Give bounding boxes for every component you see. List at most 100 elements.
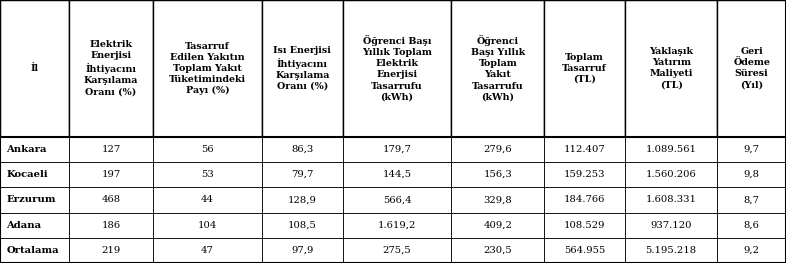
Bar [718,238,786,263]
Bar [262,137,343,162]
Text: 1.560.206: 1.560.206 [646,170,696,179]
Text: Tasarruf
Edilen Yakıtın
Toplam Yakıt
Tüketimindeki
Payı (%): Tasarruf Edilen Yakıtın Toplam Yakıt Tük… [169,42,246,95]
Text: 9,8: 9,8 [744,170,760,179]
Bar [68,238,153,263]
Text: 937.120: 937.120 [650,221,692,230]
Bar [153,187,262,213]
Text: Geri
Ödeme
Süresi
(Yıl): Geri Ödeme Süresi (Yıl) [733,47,770,90]
Text: 329,8: 329,8 [483,195,512,204]
Text: 566,4: 566,4 [383,195,411,204]
Text: 1.619,2: 1.619,2 [378,221,417,230]
Text: 108,5: 108,5 [288,221,317,230]
Bar [343,137,451,162]
Bar [68,187,153,213]
Bar [153,238,262,263]
Text: 108.529: 108.529 [564,221,605,230]
Text: Elektrik
Enerjisi
İhtiyacını
Karşılama
Oranı (%): Elektrik Enerjisi İhtiyacını Karşılama O… [83,40,138,97]
Text: 44: 44 [201,195,214,204]
Text: Erzurum: Erzurum [6,195,56,204]
Text: 144,5: 144,5 [383,170,412,179]
Bar [68,137,153,162]
Bar [153,0,262,137]
Text: 1.608.331: 1.608.331 [645,195,696,204]
Text: 409,2: 409,2 [483,221,512,230]
Bar [544,137,625,162]
Bar [343,238,451,263]
Text: 128,9: 128,9 [288,195,317,204]
Text: 9,7: 9,7 [744,145,760,154]
Text: 186: 186 [101,221,120,230]
Bar [68,213,153,238]
Bar [262,213,343,238]
Text: İl: İl [30,64,39,73]
Text: 184.766: 184.766 [564,195,605,204]
Bar [451,0,544,137]
Bar [718,213,786,238]
Bar [625,137,718,162]
Text: 564.955: 564.955 [564,246,605,255]
Bar [625,162,718,187]
Bar [544,213,625,238]
Text: Ankara: Ankara [6,145,47,154]
Bar [0,187,68,213]
Bar [68,0,153,137]
Text: 127: 127 [101,145,120,154]
Text: 86,3: 86,3 [291,145,314,154]
Text: 1.089.561: 1.089.561 [645,145,696,154]
Bar [0,238,68,263]
Bar [625,0,718,137]
Text: 159.253: 159.253 [564,170,605,179]
Bar [451,137,544,162]
Text: 47: 47 [201,246,214,255]
Bar [451,162,544,187]
Text: 230,5: 230,5 [483,246,512,255]
Bar [0,0,68,137]
Text: 275,5: 275,5 [383,246,411,255]
Bar [451,213,544,238]
Text: 9,2: 9,2 [744,246,760,255]
Bar [153,213,262,238]
Bar [544,162,625,187]
Text: Öğrenci
Başı Yıllık
Toplam
Yakıt
Tasarrufu
(kWh): Öğrenci Başı Yıllık Toplam Yakıt Tasarru… [471,35,525,102]
Text: Adana: Adana [6,221,42,230]
Bar [625,213,718,238]
Bar [343,0,451,137]
Text: 5.195.218: 5.195.218 [645,246,696,255]
Bar [68,162,153,187]
Text: 97,9: 97,9 [291,246,314,255]
Text: 468: 468 [101,195,120,204]
Bar [544,187,625,213]
Bar [718,162,786,187]
Text: Yaklaşık
Yatırım
Maliyeti
(TL): Yaklaşık Yatırım Maliyeti (TL) [649,47,693,89]
Bar [343,187,451,213]
Bar [262,187,343,213]
Bar [0,162,68,187]
Bar [625,187,718,213]
Text: 53: 53 [201,170,214,179]
Text: Toplam
Tasarruf
(TL): Toplam Tasarruf (TL) [562,53,607,84]
Bar [451,187,544,213]
Bar [625,238,718,263]
Bar [0,137,68,162]
Text: Öğrenci Başı
Yıllık Toplam
Elektrik
Enerjisi
Tasarrufu
(kWh): Öğrenci Başı Yıllık Toplam Elektrik Ener… [362,35,432,102]
Text: 8,7: 8,7 [744,195,760,204]
Text: 8,6: 8,6 [744,221,760,230]
Text: 179,7: 179,7 [383,145,411,154]
Text: 56: 56 [201,145,214,154]
Text: 279,6: 279,6 [483,145,512,154]
Bar [718,0,786,137]
Text: 104: 104 [198,221,217,230]
Bar [718,137,786,162]
Bar [153,137,262,162]
Bar [262,238,343,263]
Bar [262,0,343,137]
Text: Ortalama: Ortalama [6,246,59,255]
Bar [153,162,262,187]
Bar [262,162,343,187]
Bar [718,187,786,213]
Text: Isı Enerjisi
İhtiyacını
Karşılama
Oranı (%): Isı Enerjisi İhtiyacını Karşılama Oranı … [274,46,331,91]
Bar [544,238,625,263]
Text: 112.407: 112.407 [564,145,605,154]
Text: 197: 197 [101,170,120,179]
Text: 79,7: 79,7 [291,170,314,179]
